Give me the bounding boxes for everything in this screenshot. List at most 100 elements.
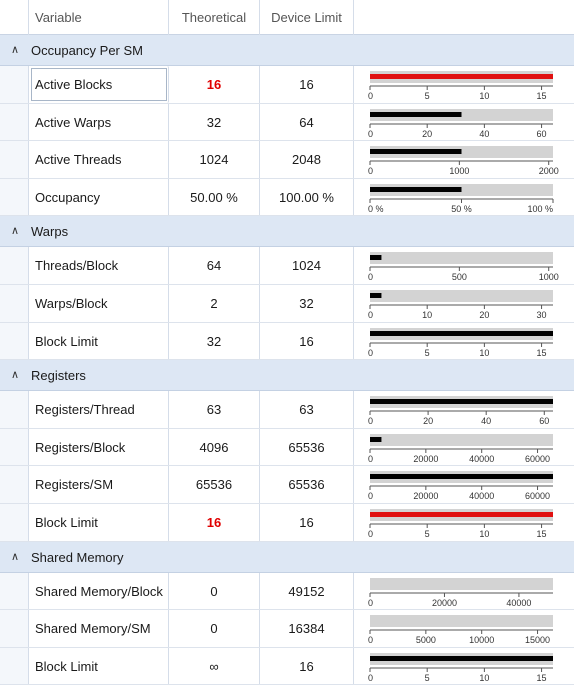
table-row[interactable]: Block Limit ∞ 16 0 5 10 15	[0, 647, 574, 686]
device-limit-cell[interactable]: 16	[260, 66, 354, 103]
table-row[interactable]: Warps/Block 2 32 0 10 20 30	[0, 285, 574, 323]
bar-chart-cell: 0 20000 40000 60000	[354, 466, 574, 503]
table-row[interactable]: Active Threads 1024 2048 0 1000 2000	[0, 141, 574, 179]
tick-label: 0	[368, 454, 373, 464]
tick-label: 40	[481, 416, 491, 426]
table-row[interactable]: Occupancy 50.00 % 100.00 % 0 % 50 % 100 %	[0, 178, 574, 217]
variable-cell[interactable]: Active Threads	[29, 141, 169, 178]
section-header[interactable]: ∧ Shared Memory	[0, 541, 574, 573]
device-limit-cell[interactable]: 64	[260, 103, 354, 141]
tick-label: 0 %	[368, 204, 384, 214]
variable-cell[interactable]: Shared Memory/Block	[29, 572, 169, 610]
variable-cell[interactable]: Warps/Block	[29, 285, 169, 322]
device-limit-cell[interactable]: 49152	[260, 572, 354, 610]
column-header-row: Variable Theoretical Device Limit	[0, 0, 574, 35]
section-title: Warps	[31, 224, 69, 240]
column-header-device-limit[interactable]: Device Limit	[260, 0, 354, 35]
tick-label: 40000	[506, 598, 531, 608]
bar-chart-cell: 0 20000 40000 60000	[354, 429, 574, 466]
theoretical-cell[interactable]: 16	[169, 66, 260, 103]
table-row[interactable]: Registers/SM 65536 65536 0 20000 40000 60000	[0, 466, 574, 504]
value-bar	[370, 149, 462, 155]
tick-label: 10	[479, 348, 489, 358]
theoretical-cell[interactable]: ∞	[169, 647, 260, 685]
tick-label: 5	[425, 529, 430, 539]
table-row[interactable]: Registers/Block 4096 65536 0 20000 40000 60000	[0, 428, 574, 467]
theoretical-cell[interactable]: 63	[169, 391, 260, 428]
tick-label: 20	[423, 416, 433, 426]
table-row[interactable]: Threads/Block 64 1024 0 500 1000	[0, 247, 574, 285]
tick-label: 0	[368, 491, 373, 501]
theoretical-cell[interactable]: 50.00 %	[169, 178, 260, 216]
device-limit-cell[interactable]: 32	[260, 285, 354, 322]
device-limit-cell[interactable]: 16	[260, 504, 354, 541]
table-row[interactable]: Block Limit 16 16 0 5 10 15	[0, 504, 574, 542]
tick-label: 0	[368, 91, 373, 101]
table-row[interactable]: Registers/Thread 63 63 0 20 40 60	[0, 391, 574, 429]
theoretical-cell[interactable]: 1024	[169, 141, 260, 178]
limit-bar-background	[370, 290, 553, 302]
table-row[interactable]: Block Limit 32 16 0 5 10 15	[0, 322, 574, 361]
device-limit-cell[interactable]: 16384	[260, 610, 354, 647]
table-row[interactable]: Active Blocks 16 16 0 5 10 15	[0, 66, 574, 104]
chevron-up-icon[interactable]: ∧	[11, 550, 20, 563]
usage-bar-chart: 0 20 40 60	[368, 396, 553, 426]
theoretical-cell[interactable]: 2	[169, 285, 260, 322]
device-limit-cell[interactable]: 63	[260, 391, 354, 428]
device-limit-cell[interactable]: 65536	[260, 428, 354, 466]
variable-cell[interactable]: Registers/SM	[29, 466, 169, 503]
variable-cell[interactable]: Block Limit	[29, 647, 169, 685]
device-limit-cell[interactable]: 65536	[260, 466, 354, 503]
section-header[interactable]: ∧ Occupancy Per SM	[0, 35, 574, 66]
variable-cell[interactable]: Active Warps	[29, 103, 169, 141]
row-gutter	[0, 322, 29, 360]
chevron-up-icon[interactable]: ∧	[11, 44, 20, 56]
tick-label: 30	[537, 310, 547, 320]
variable-cell[interactable]: Registers/Thread	[29, 391, 169, 428]
limit-bar-background	[370, 615, 553, 628]
variable-cell[interactable]: Block Limit	[29, 322, 169, 360]
variable-cell[interactable]: Active Blocks	[29, 66, 169, 103]
table-row[interactable]: Shared Memory/Block 0 49152 0 20000 40000	[0, 572, 574, 611]
theoretical-cell[interactable]: 32	[169, 103, 260, 141]
tick-label: 0	[368, 529, 373, 539]
theoretical-cell[interactable]: 16	[169, 504, 260, 541]
variable-cell[interactable]: Occupancy	[29, 178, 169, 216]
theoretical-cell[interactable]: 4096	[169, 428, 260, 466]
section-header[interactable]: ∧ Registers	[0, 360, 574, 392]
chevron-up-icon[interactable]: ∧	[11, 369, 20, 382]
bar-chart-cell: 0 20 40 60	[354, 104, 574, 141]
column-header-variable[interactable]: Variable	[29, 0, 169, 35]
theoretical-cell[interactable]: 0	[169, 572, 260, 610]
tick-label: 0	[368, 166, 373, 176]
table-row[interactable]: Active Warps 32 64 0 20 40 60	[0, 103, 574, 142]
usage-bar-chart: 0 1000 2000	[368, 146, 559, 176]
bar-chart-cell: 0 500 1000	[354, 247, 574, 284]
theoretical-cell[interactable]: 65536	[169, 466, 260, 503]
variable-cell[interactable]: Registers/Block	[29, 428, 169, 466]
theoretical-cell[interactable]: 64	[169, 247, 260, 284]
section-header[interactable]: ∧ Warps	[0, 216, 574, 248]
chevron-up-icon[interactable]: ∧	[11, 225, 20, 238]
tick-label: 20	[479, 310, 489, 320]
device-limit-cell[interactable]: 2048	[260, 141, 354, 178]
row-gutter	[0, 391, 29, 428]
device-limit-cell[interactable]: 16	[260, 647, 354, 685]
theoretical-cell[interactable]: 32	[169, 322, 260, 360]
table-row[interactable]: Shared Memory/SM 0 16384 0 5000 10000 15000	[0, 610, 574, 648]
device-limit-cell[interactable]: 100.00 %	[260, 178, 354, 216]
device-limit-cell[interactable]: 16	[260, 322, 354, 360]
value-bar	[370, 255, 382, 261]
section-title: Registers	[31, 368, 86, 384]
variable-cell[interactable]: Shared Memory/SM	[29, 610, 169, 647]
usage-bar-chart: 0 5000 10000 15000	[368, 615, 553, 645]
column-header-theoretical[interactable]: Theoretical	[169, 0, 260, 35]
header-gutter	[0, 0, 29, 35]
device-limit-cell[interactable]: 1024	[260, 247, 354, 284]
variable-cell[interactable]: Block Limit	[29, 504, 169, 541]
column-header-chart	[354, 0, 574, 35]
theoretical-cell[interactable]: 0	[169, 610, 260, 647]
bar-chart-cell: 0 5 10 15	[354, 648, 574, 685]
tick-label: 15	[537, 529, 547, 539]
variable-cell[interactable]: Threads/Block	[29, 247, 169, 284]
